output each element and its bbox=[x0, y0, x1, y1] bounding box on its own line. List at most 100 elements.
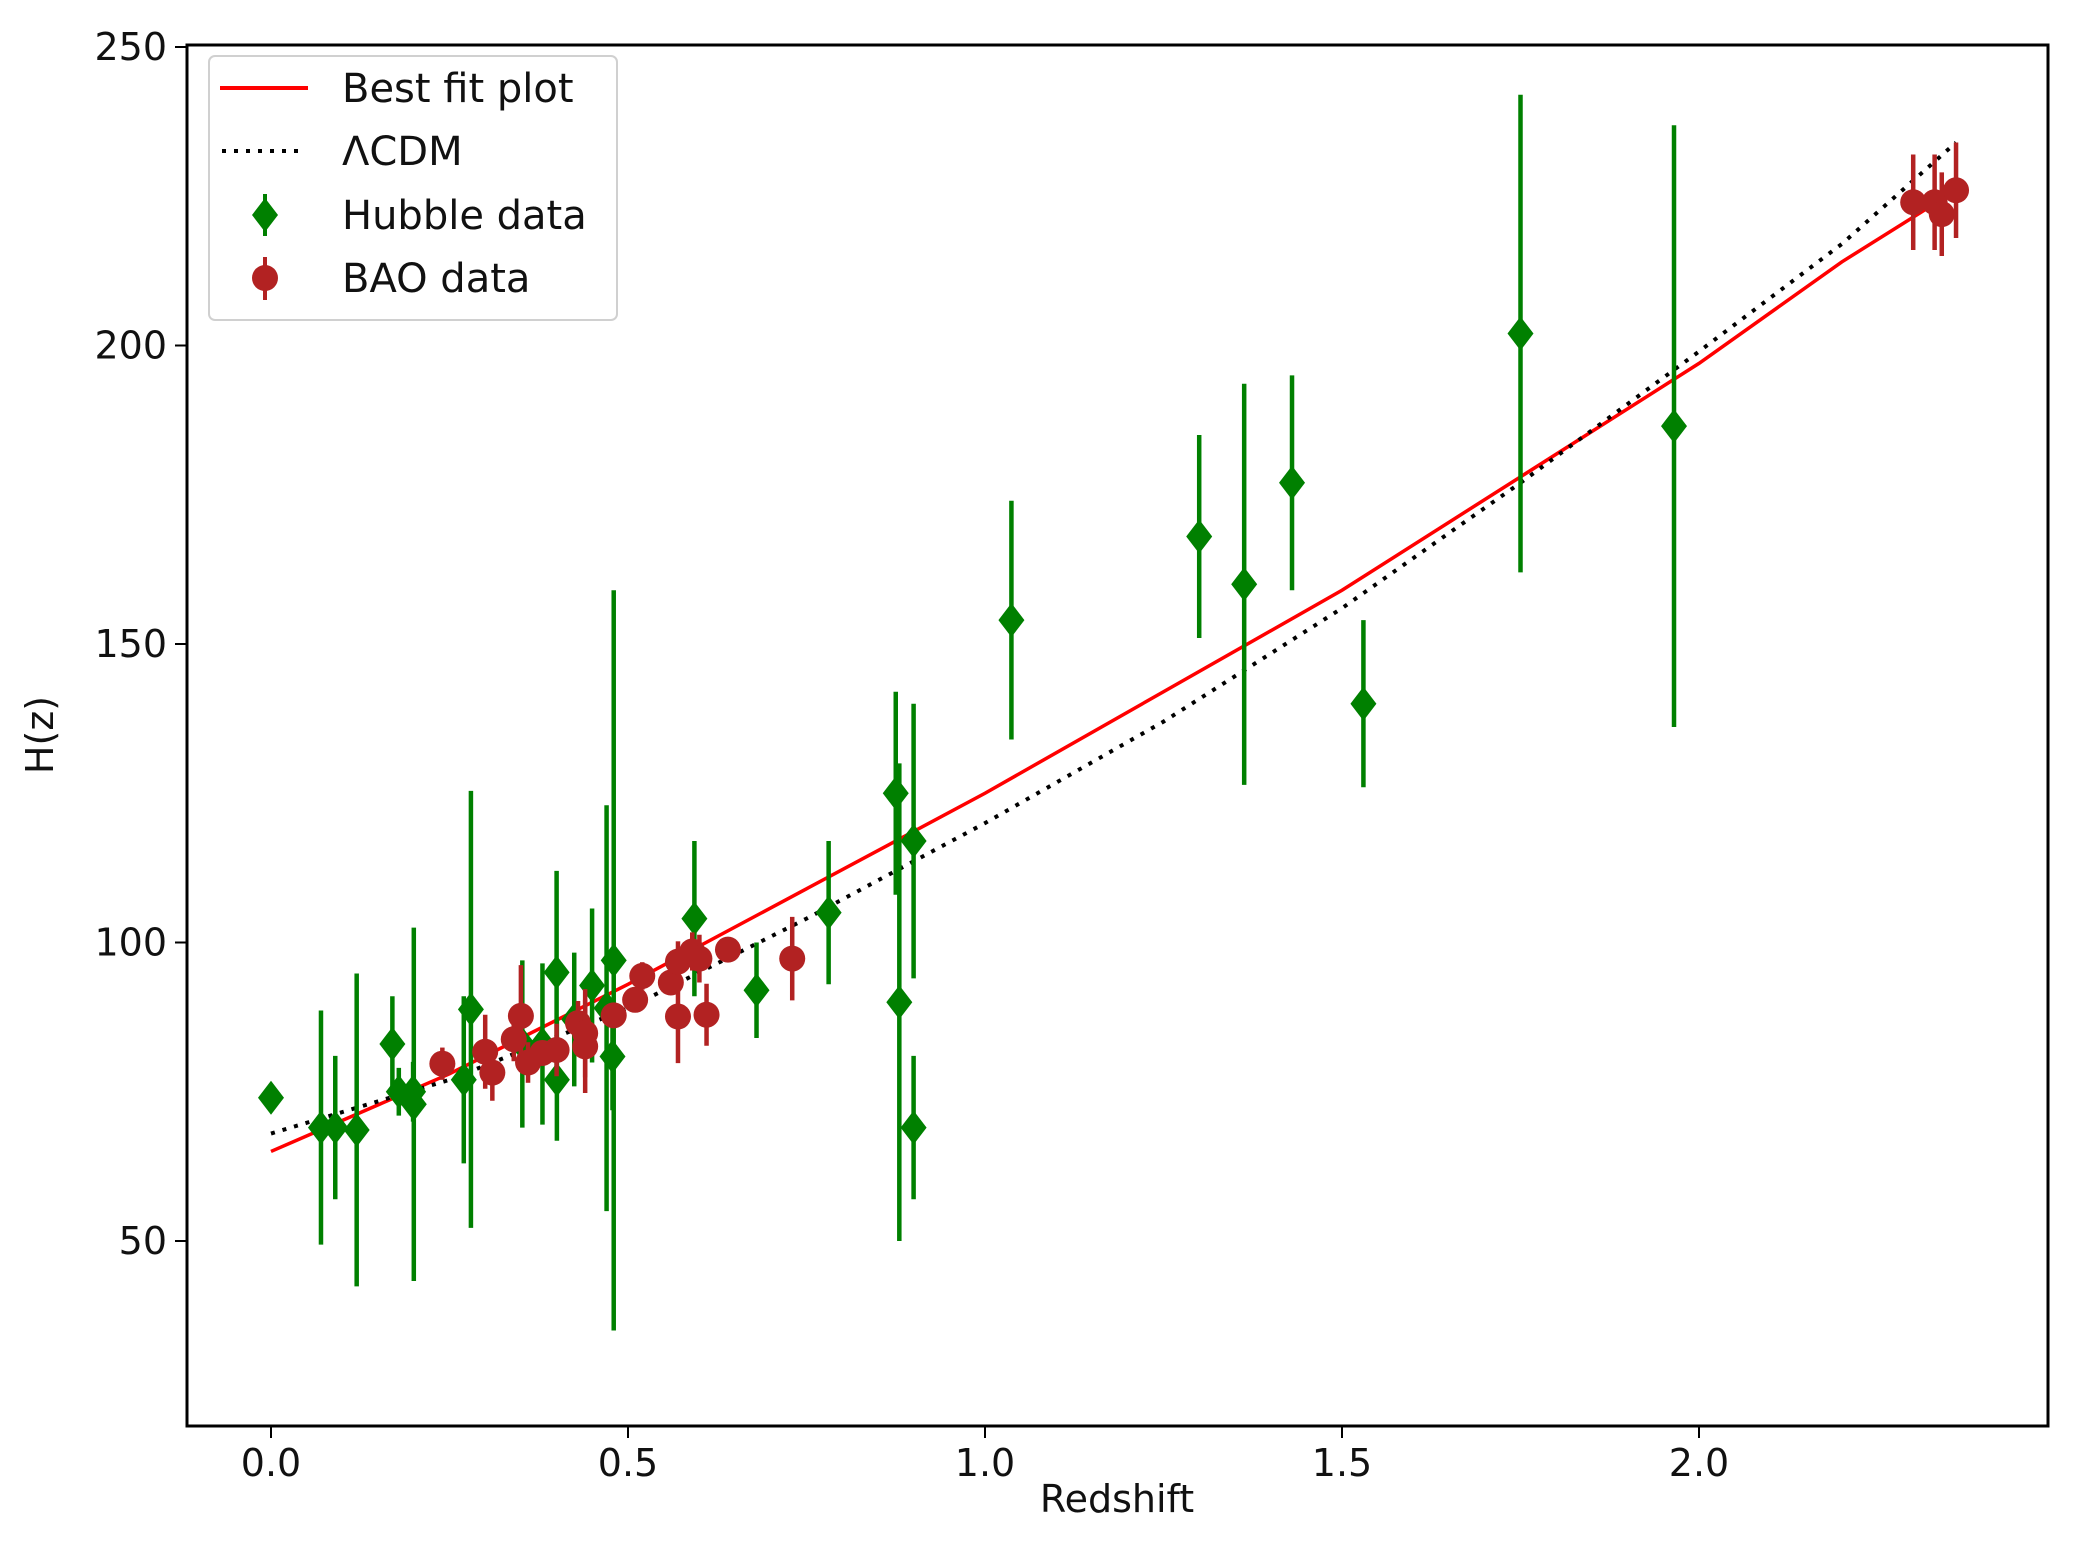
x-tick-label: 2.0 bbox=[1669, 1441, 1729, 1485]
legend-label: ΛCDM bbox=[342, 129, 463, 175]
diamond-marker-icon bbox=[1231, 567, 1258, 602]
diamond-marker-icon bbox=[815, 895, 842, 930]
legend-label: Best fit plot bbox=[342, 66, 574, 112]
hubble-data-point bbox=[400, 927, 427, 1281]
legend-item-best-fit: Best fit plot bbox=[220, 66, 574, 112]
bao-data-point bbox=[779, 916, 806, 1001]
hubble-data-point bbox=[1661, 125, 1688, 727]
y-tick-label: 150 bbox=[94, 622, 167, 666]
diamond-marker-icon bbox=[681, 901, 708, 936]
bao-data-point bbox=[714, 936, 741, 963]
y-axis-ticks: 50 100 150 200 250 bbox=[94, 25, 187, 1263]
hubble-data-point bbox=[322, 1055, 349, 1200]
legend-item-lcdm: ΛCDM bbox=[222, 129, 463, 175]
x-axis-label: Redshift bbox=[1040, 1477, 1194, 1521]
diamond-marker-icon bbox=[343, 1112, 370, 1147]
diamond-marker-icon bbox=[743, 973, 770, 1008]
bao-data-point bbox=[1900, 154, 1927, 250]
x-tick-label: 1.0 bbox=[955, 1441, 1015, 1485]
legend-circle-icon bbox=[252, 265, 278, 291]
hubble-data-point bbox=[1279, 375, 1306, 591]
diamond-marker-icon bbox=[886, 985, 913, 1020]
circle-marker-icon bbox=[543, 1036, 570, 1063]
bao-data-point bbox=[686, 934, 713, 983]
circle-marker-icon bbox=[600, 1002, 627, 1029]
legend: Best fit plot ΛCDM Hubble data BAO data bbox=[208, 55, 618, 321]
circle-marker-icon bbox=[1943, 177, 1970, 204]
hubble-data-point bbox=[379, 996, 406, 1092]
bao-data-point bbox=[629, 962, 656, 990]
circle-marker-icon bbox=[479, 1059, 506, 1086]
bao-data-point bbox=[1943, 142, 1970, 239]
diamond-marker-icon bbox=[258, 1080, 284, 1115]
hubble-data-point bbox=[743, 942, 770, 1039]
bao-data-point bbox=[429, 1047, 456, 1080]
bao-data-point bbox=[507, 965, 534, 1067]
circle-marker-icon bbox=[1900, 189, 1927, 216]
diamond-marker-icon bbox=[543, 1062, 570, 1097]
hubble-data-point bbox=[1186, 435, 1213, 639]
diamond-marker-icon bbox=[1186, 519, 1213, 554]
x-tick-label: 0.0 bbox=[241, 1441, 301, 1485]
hubble-data-point bbox=[815, 841, 842, 985]
circle-marker-icon bbox=[664, 1003, 691, 1030]
bao-data-point bbox=[693, 983, 720, 1046]
legend-label: BAO data bbox=[342, 256, 530, 302]
hubble-data-point bbox=[600, 590, 627, 1331]
hubble-data-point bbox=[900, 703, 927, 979]
diamond-marker-icon bbox=[400, 1087, 427, 1122]
diamond-marker-icon bbox=[600, 943, 627, 978]
diamond-marker-icon bbox=[1661, 409, 1688, 444]
circle-marker-icon bbox=[686, 945, 713, 972]
hubble-data-point bbox=[1507, 94, 1534, 573]
hubble-data-point bbox=[882, 691, 909, 895]
bao-data-points bbox=[429, 142, 1970, 1101]
legend-item-hubble: Hubble data bbox=[252, 193, 587, 239]
diamond-marker-icon bbox=[1350, 686, 1377, 721]
circle-marker-icon bbox=[629, 962, 656, 989]
circle-marker-icon bbox=[429, 1050, 456, 1077]
circle-marker-icon bbox=[693, 1001, 720, 1028]
bao-data-point bbox=[664, 969, 691, 1064]
diamond-marker-icon bbox=[543, 955, 570, 990]
legend-label: Hubble data bbox=[342, 193, 587, 239]
diamond-marker-icon bbox=[882, 776, 909, 811]
circle-marker-icon bbox=[714, 936, 741, 963]
x-tick-label: 1.5 bbox=[1312, 1441, 1372, 1485]
legend-item-bao: BAO data bbox=[252, 256, 530, 302]
circle-marker-icon bbox=[572, 1020, 599, 1047]
y-tick-label: 250 bbox=[94, 25, 167, 69]
hubble-data-point bbox=[900, 1055, 927, 1200]
y-axis-label: H(z) bbox=[18, 696, 62, 774]
circle-marker-icon bbox=[507, 1002, 534, 1029]
bao-data-point bbox=[600, 1002, 627, 1029]
hubble-data-point bbox=[343, 973, 370, 1287]
bao-data-point bbox=[1928, 172, 1955, 256]
x-tick-label: 0.5 bbox=[598, 1441, 658, 1485]
circle-marker-icon bbox=[622, 986, 649, 1013]
hubble-data-point bbox=[307, 1010, 334, 1245]
hubble-data-point bbox=[886, 763, 913, 1241]
diamond-marker-icon bbox=[322, 1110, 349, 1145]
bao-data-point bbox=[543, 1023, 570, 1077]
diamond-marker-icon bbox=[457, 992, 484, 1027]
diamond-marker-icon bbox=[998, 603, 1025, 638]
circle-marker-icon bbox=[779, 945, 806, 972]
y-tick-label: 100 bbox=[94, 921, 167, 965]
hubble-data-point bbox=[998, 500, 1025, 740]
hubble-data-point bbox=[1231, 383, 1258, 785]
axes-frame bbox=[185, 43, 2050, 1428]
diamond-marker-icon bbox=[379, 1026, 406, 1061]
hubble-data-point bbox=[1350, 620, 1377, 788]
legend-box bbox=[208, 55, 618, 321]
diamond-marker-icon bbox=[900, 824, 927, 859]
plot-area bbox=[258, 94, 1970, 1331]
hubble-data-point bbox=[457, 790, 484, 1228]
bao-data-point bbox=[479, 1044, 506, 1101]
y-tick-label: 200 bbox=[94, 324, 167, 368]
diamond-marker-icon bbox=[900, 1110, 927, 1145]
bao-data-point bbox=[622, 986, 649, 1013]
lcdm-curve bbox=[270, 141, 1958, 1136]
legend-diamond-icon bbox=[252, 198, 278, 232]
